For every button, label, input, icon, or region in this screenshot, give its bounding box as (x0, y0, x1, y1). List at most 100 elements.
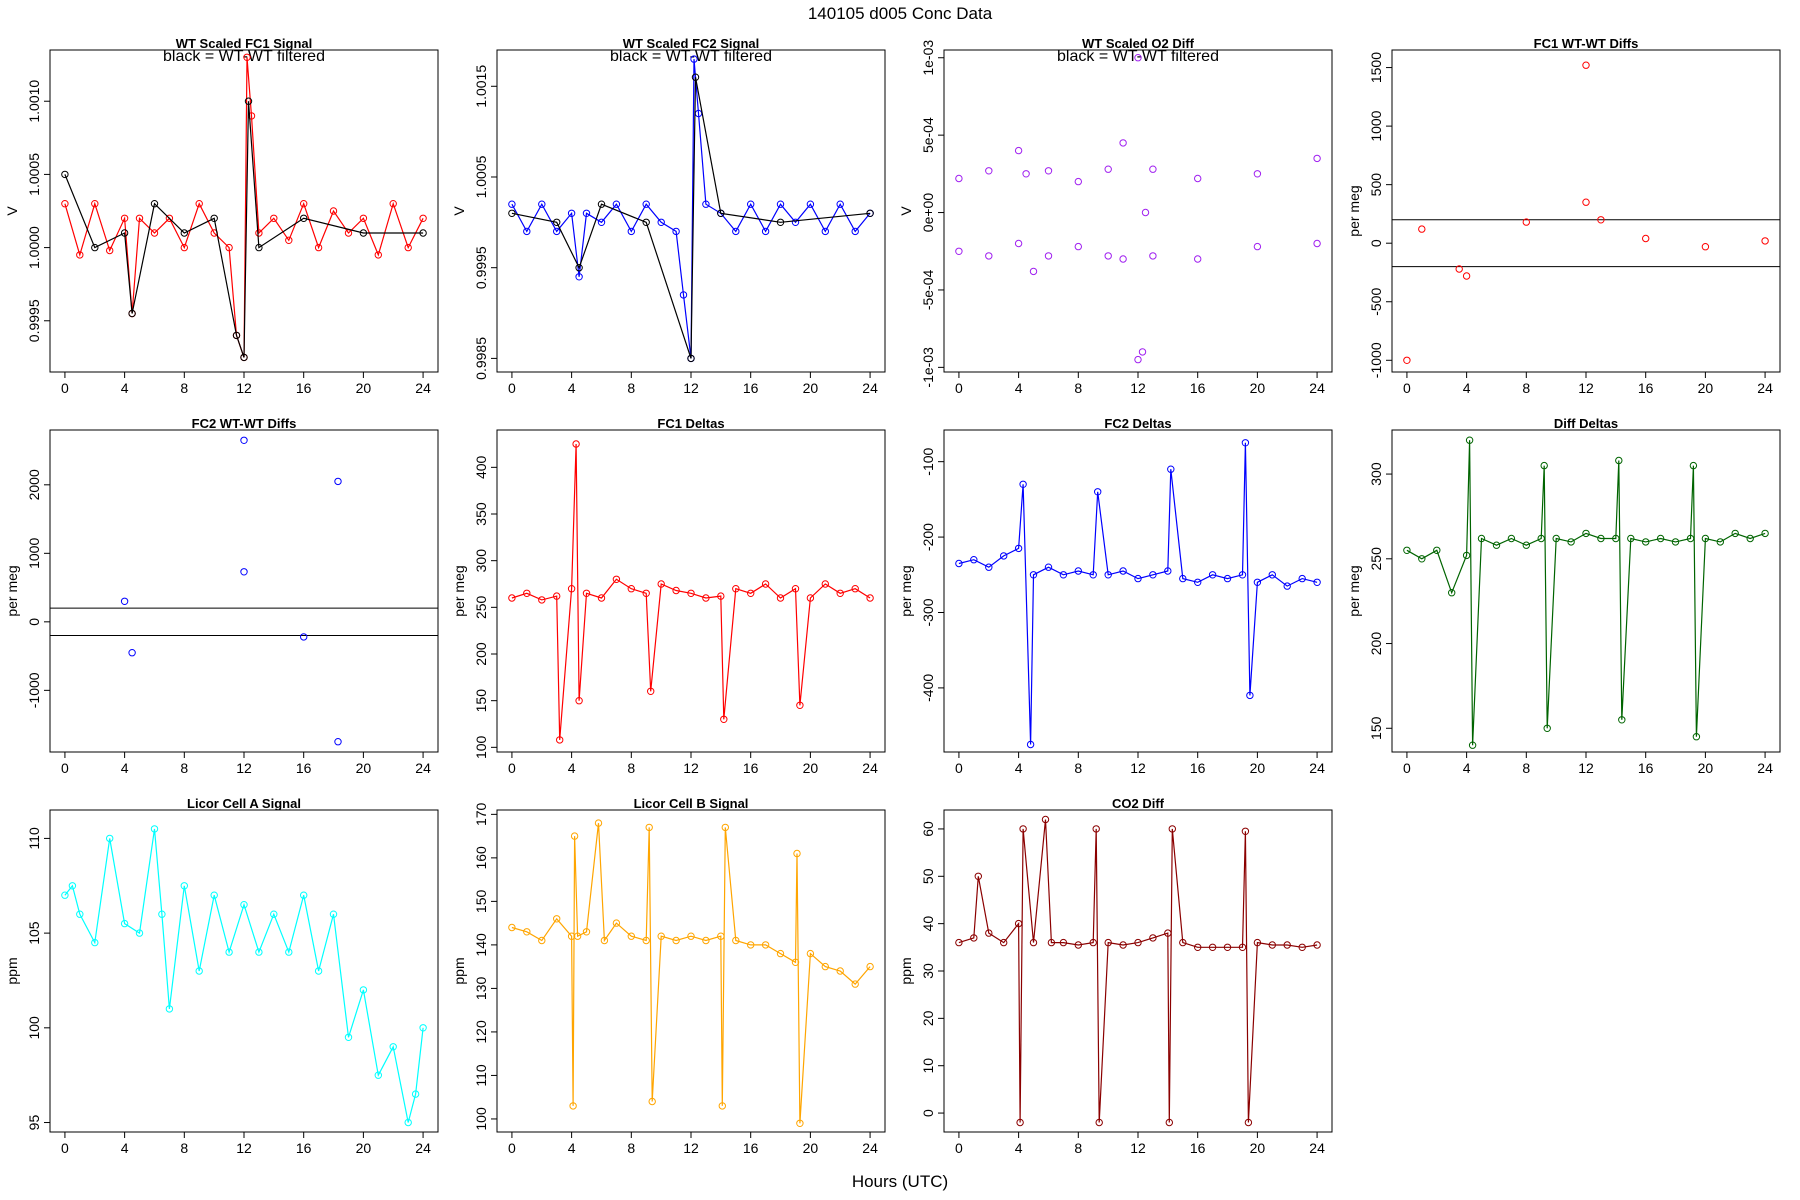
x-tick-label: 0 (955, 760, 963, 776)
x-tick-label: 0 (955, 380, 963, 396)
data-point (1089, 938, 1097, 947)
y-tick-label: 500 (1368, 173, 1384, 197)
x-tick-label: 24 (1309, 380, 1325, 396)
x-tick-label: 8 (1522, 380, 1530, 396)
data-point (1313, 239, 1321, 248)
data-point (1537, 534, 1545, 543)
y-tick-label: -200 (920, 523, 936, 551)
y-tick-label: -1000 (1368, 342, 1384, 378)
data-point (538, 200, 546, 208)
data-point (955, 938, 963, 947)
data-point (1241, 827, 1250, 835)
data-point (1074, 242, 1083, 251)
data-point (1268, 941, 1277, 949)
x-tick-label: 12 (236, 1140, 252, 1156)
data-point (1462, 551, 1471, 560)
data-point (1522, 541, 1531, 549)
data-point (334, 738, 342, 746)
y-axis-label: per meg (4, 565, 20, 616)
chart-title: Licor Cell A Signal (187, 796, 301, 811)
y-axis-label: per meg (898, 565, 914, 616)
y-tick-label: 5e-04 (920, 117, 936, 153)
x-tick-label: 12 (1130, 1140, 1146, 1156)
data-point (1692, 733, 1701, 741)
data-point (1059, 571, 1068, 579)
data-point (225, 243, 233, 252)
x-tick-label: 12 (236, 760, 252, 776)
data-point (1716, 538, 1725, 546)
data-point (672, 936, 680, 945)
data-point (1014, 239, 1023, 248)
y-tick-label: 110 (26, 827, 42, 850)
x-tick-label: 4 (568, 760, 576, 776)
data-point (1238, 943, 1247, 951)
data-point (806, 594, 815, 602)
x-tick-label: 20 (803, 1140, 819, 1156)
data-point (240, 436, 248, 444)
data-point (567, 585, 576, 593)
y-tick-label: 1500 (1368, 52, 1384, 83)
x-tick-label: 8 (1074, 760, 1082, 776)
data-point (645, 823, 653, 832)
y-tick-label: 250 (473, 595, 489, 619)
data-point (314, 243, 323, 252)
x-tick-label: 12 (1130, 380, 1146, 396)
y-tick-label: 1000 (26, 538, 42, 569)
y-tick-label: 10 (920, 1058, 936, 1074)
series-line (64, 101, 424, 358)
data-point (1179, 938, 1187, 947)
x-tick-label: 20 (356, 760, 372, 776)
data-point (612, 575, 621, 583)
data-point (240, 568, 248, 576)
data-point (76, 251, 84, 259)
data-point (1298, 574, 1306, 583)
y-tick-label: 200 (473, 642, 489, 666)
data-point (244, 97, 253, 105)
data-point (1014, 919, 1023, 928)
data-point (836, 967, 844, 975)
data-point (1019, 825, 1027, 833)
y-tick-label: 120 (473, 1020, 489, 1044)
data-point (791, 218, 800, 227)
chart-panel: FC2 WT-WT Diffs 0 4 8 12 16 20 24 -1000 0 1000 2000… (4, 416, 439, 776)
data-point (985, 252, 993, 260)
data-point (270, 214, 278, 223)
data-point (359, 986, 368, 994)
data-point (1298, 943, 1306, 951)
x-tick-label: 24 (1757, 760, 1773, 776)
data-point (1044, 563, 1053, 571)
y-tick-label: -1000 (26, 672, 42, 708)
data-point (1313, 578, 1321, 586)
data-point (389, 200, 397, 208)
data-point (732, 936, 740, 945)
data-point (657, 932, 665, 940)
data-point (300, 214, 308, 223)
y-axis-label: ppm (451, 957, 467, 984)
data-point (1074, 177, 1083, 186)
x-tick-label: 20 (1250, 1140, 1266, 1156)
x-tick-label: 0 (508, 380, 516, 396)
data-point (776, 594, 785, 602)
data-point (1689, 461, 1698, 470)
data-point (642, 200, 650, 208)
data-point (1000, 938, 1008, 947)
x-tick-label: 20 (1698, 380, 1714, 396)
plot-frame (49, 809, 439, 1133)
x-tick-label: 4 (121, 1140, 129, 1156)
y-tick-label: 250 (1368, 547, 1384, 571)
x-tick-label: 12 (683, 760, 699, 776)
data-point (627, 585, 635, 593)
data-point (575, 273, 583, 281)
data-point (180, 229, 189, 237)
data-point (970, 934, 978, 942)
data-point (806, 949, 815, 958)
data-point (1552, 534, 1560, 543)
x-tick-label: 12 (1578, 760, 1594, 776)
y-tick-label: -400 (920, 674, 936, 702)
y-tick-label: 150 (473, 689, 489, 713)
data-point (657, 580, 665, 588)
data-point (128, 309, 136, 318)
x-tick-label: 8 (180, 1140, 188, 1156)
x-tick-label: 8 (627, 1140, 635, 1156)
